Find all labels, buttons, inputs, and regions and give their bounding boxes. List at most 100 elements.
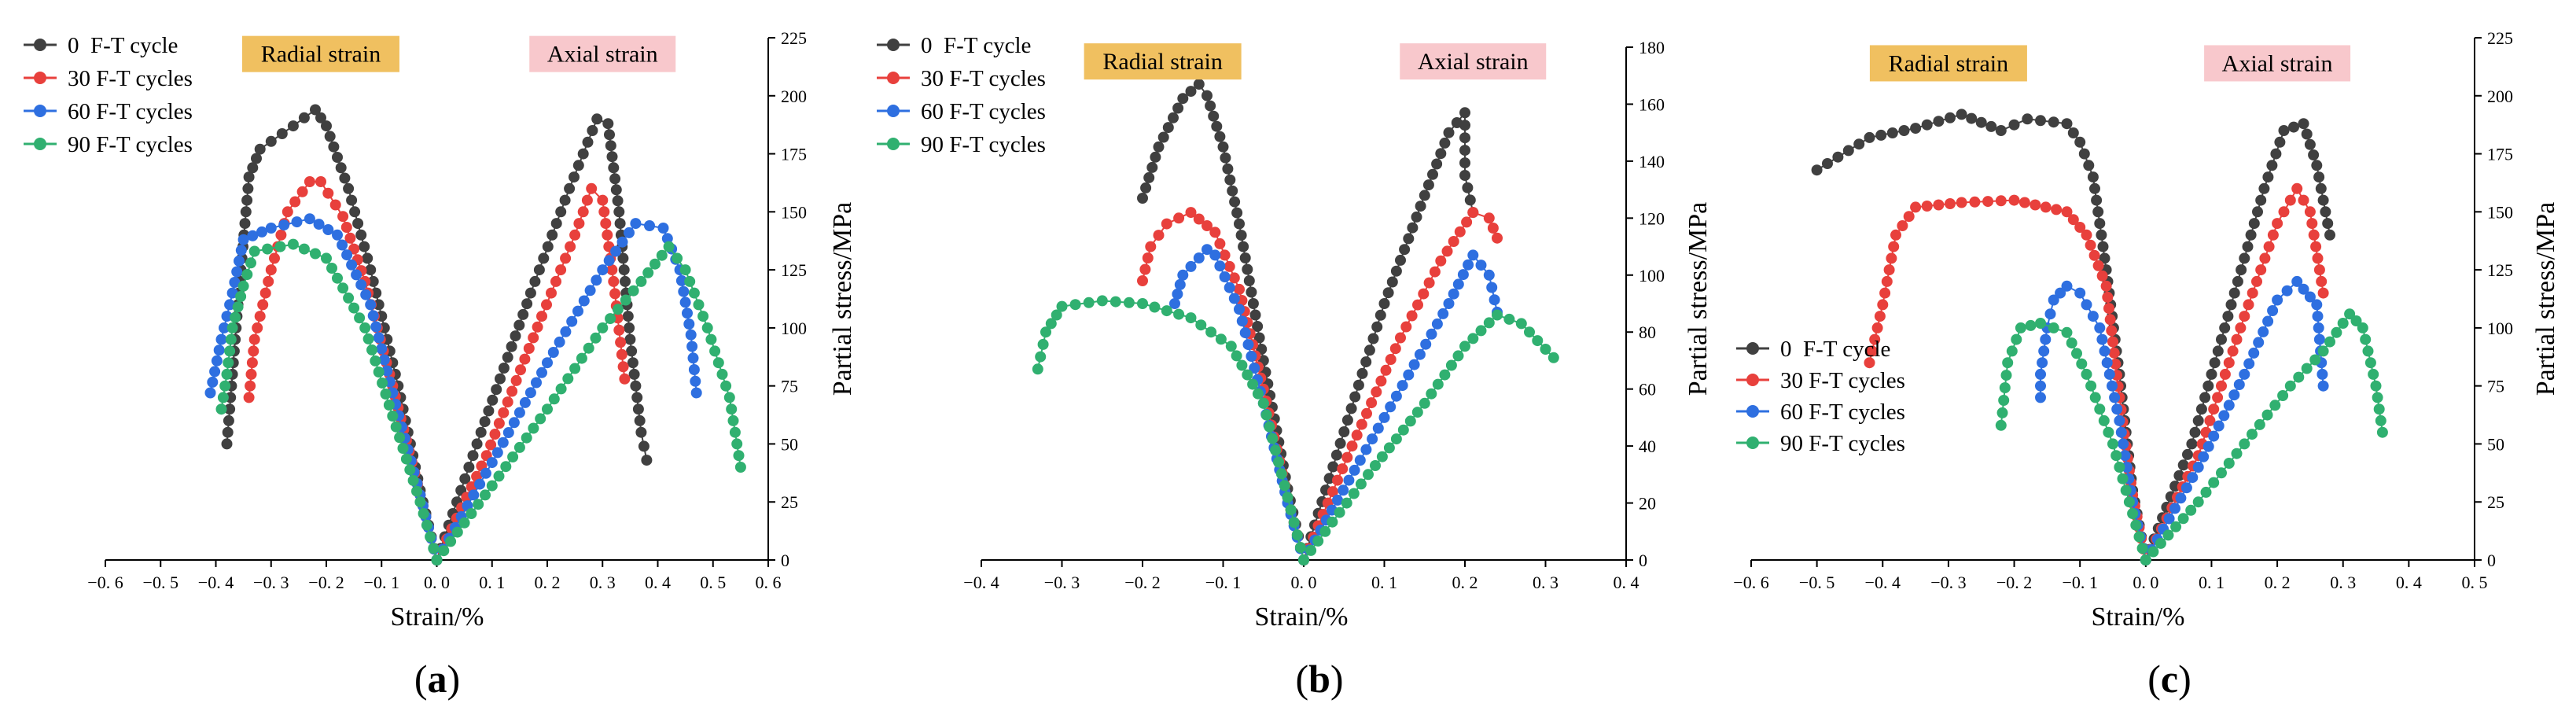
data-point-a-3 [712,357,724,369]
data-point-c-3 [2123,496,2135,508]
data-point-b-3 [1083,297,1095,308]
data-point-a-2 [360,289,372,300]
data-point-c-1 [2100,280,2112,292]
x-axis-title-c: Strain/% [2092,602,2185,632]
data-point-a-1 [340,222,352,233]
data-point-c-2 [2248,347,2260,359]
data-point-a-0 [498,363,510,374]
data-point-b-0 [1220,152,1231,164]
data-point-a-3 [493,470,505,482]
data-point-c-0 [1921,119,1933,131]
data-point-c-1 [1933,199,1945,211]
data-point-a-0 [223,414,234,426]
x-tick-label-c: 0. 3 [2330,573,2356,592]
data-point-a-2 [337,239,348,251]
data-point-a-0 [373,299,385,311]
data-point-b-3 [1123,297,1135,308]
data-point-b-1 [1380,364,1392,376]
y-tick-label-c: 225 [2487,28,2513,48]
x-tick-label-b: −0. 2 [1124,573,1160,592]
data-point-a-1 [616,348,627,360]
data-point-c-2 [2094,322,2106,333]
data-point-a-2 [603,255,615,267]
data-point-a-2 [687,352,699,364]
data-point-c-3 [2364,357,2376,369]
data-point-b-3 [1195,319,1207,331]
data-point-a-3 [418,508,429,519]
data-point-a-2 [657,223,669,234]
y-tick-label-a: 75 [781,377,798,396]
data-point-b-3 [1215,333,1227,345]
data-point-a-3 [223,357,234,369]
y-tick-label-a: 0 [781,551,789,570]
data-point-a-1 [528,332,539,344]
data-point-c-3 [2127,508,2139,519]
data-point-a-0 [638,440,650,452]
data-point-c-0 [1853,138,1865,150]
data-point-a-2 [547,347,559,358]
data-point-c-0 [2311,160,2323,171]
data-point-b-3 [1492,309,1503,321]
data-point-b-2 [1408,359,1420,370]
data-point-b-1 [1224,260,1235,272]
panel-label-a: (a) [414,657,460,701]
data-point-c-0 [2212,345,2224,357]
y-tick-label-b: 140 [1639,152,1665,171]
data-point-b-2 [1414,348,1426,360]
data-point-c-1 [1995,195,2007,207]
data-point-c-3 [2317,345,2329,357]
annotation-text-c-0: Radial strain [1889,50,2008,76]
data-point-a-2 [278,219,290,231]
annotation-badge-a-0 [241,35,399,72]
data-point-a-0 [612,195,624,207]
data-point-b-0 [1243,275,1255,286]
data-point-b-3 [1110,296,1121,308]
data-point-a-2 [211,355,223,367]
data-point-b-0 [1407,222,1419,234]
data-point-a-3 [226,322,238,333]
x-axis-title-b: Strain/% [1255,602,1349,632]
data-point-a-2 [542,357,553,369]
data-point-c-2 [2223,400,2235,411]
data-point-c-2 [2048,294,2059,306]
data-point-a-0 [529,275,541,287]
data-point-a-3 [237,280,249,292]
data-point-b-1 [1423,277,1435,289]
data-point-c-1 [2092,260,2104,271]
data-point-a-0 [627,357,638,369]
data-point-b-2 [1378,411,1390,423]
y-tick-label-b: 40 [1639,437,1656,456]
x-tick-label-b: −0. 3 [1044,573,1080,592]
data-point-a-3 [727,414,739,426]
annotation-badge-b-0 [1084,43,1242,80]
data-point-c-0 [2278,125,2290,136]
data-point-b-0 [1378,298,1390,309]
data-point-b-3 [1173,308,1185,320]
data-point-c-1 [2272,218,2283,230]
data-point-a-2 [376,343,388,355]
data-point-c-0 [2304,138,2316,150]
legend-item-a-0: 0 F-T cycle [24,33,178,58]
y-tick-label-a: 200 [781,87,807,106]
data-point-a-0 [359,241,370,252]
data-point-c-3 [2357,322,2368,333]
data-point-a-2 [381,365,393,377]
data-point-b-1 [1429,266,1441,278]
data-point-b-3 [1257,397,1269,409]
data-point-c-1 [1903,211,1915,223]
y-tick-label-a: 125 [781,260,807,280]
data-point-a-3 [627,285,639,297]
data-point-a-0 [618,264,630,276]
legend-marker-a-3 [34,138,46,150]
data-point-a-0 [471,438,483,450]
data-point-a-3 [569,363,581,374]
data-point-b-2 [1489,294,1500,306]
data-point-b-1 [1461,216,1473,228]
y-tick-label-c: 150 [2487,202,2513,222]
data-point-b-3 [1137,298,1148,309]
data-point-b-0 [1172,102,1184,114]
data-point-b-1 [1406,310,1418,322]
data-point-a-0 [604,129,615,141]
x-tick-label-c: 0. 4 [2396,573,2422,592]
data-point-a-0 [221,438,233,450]
